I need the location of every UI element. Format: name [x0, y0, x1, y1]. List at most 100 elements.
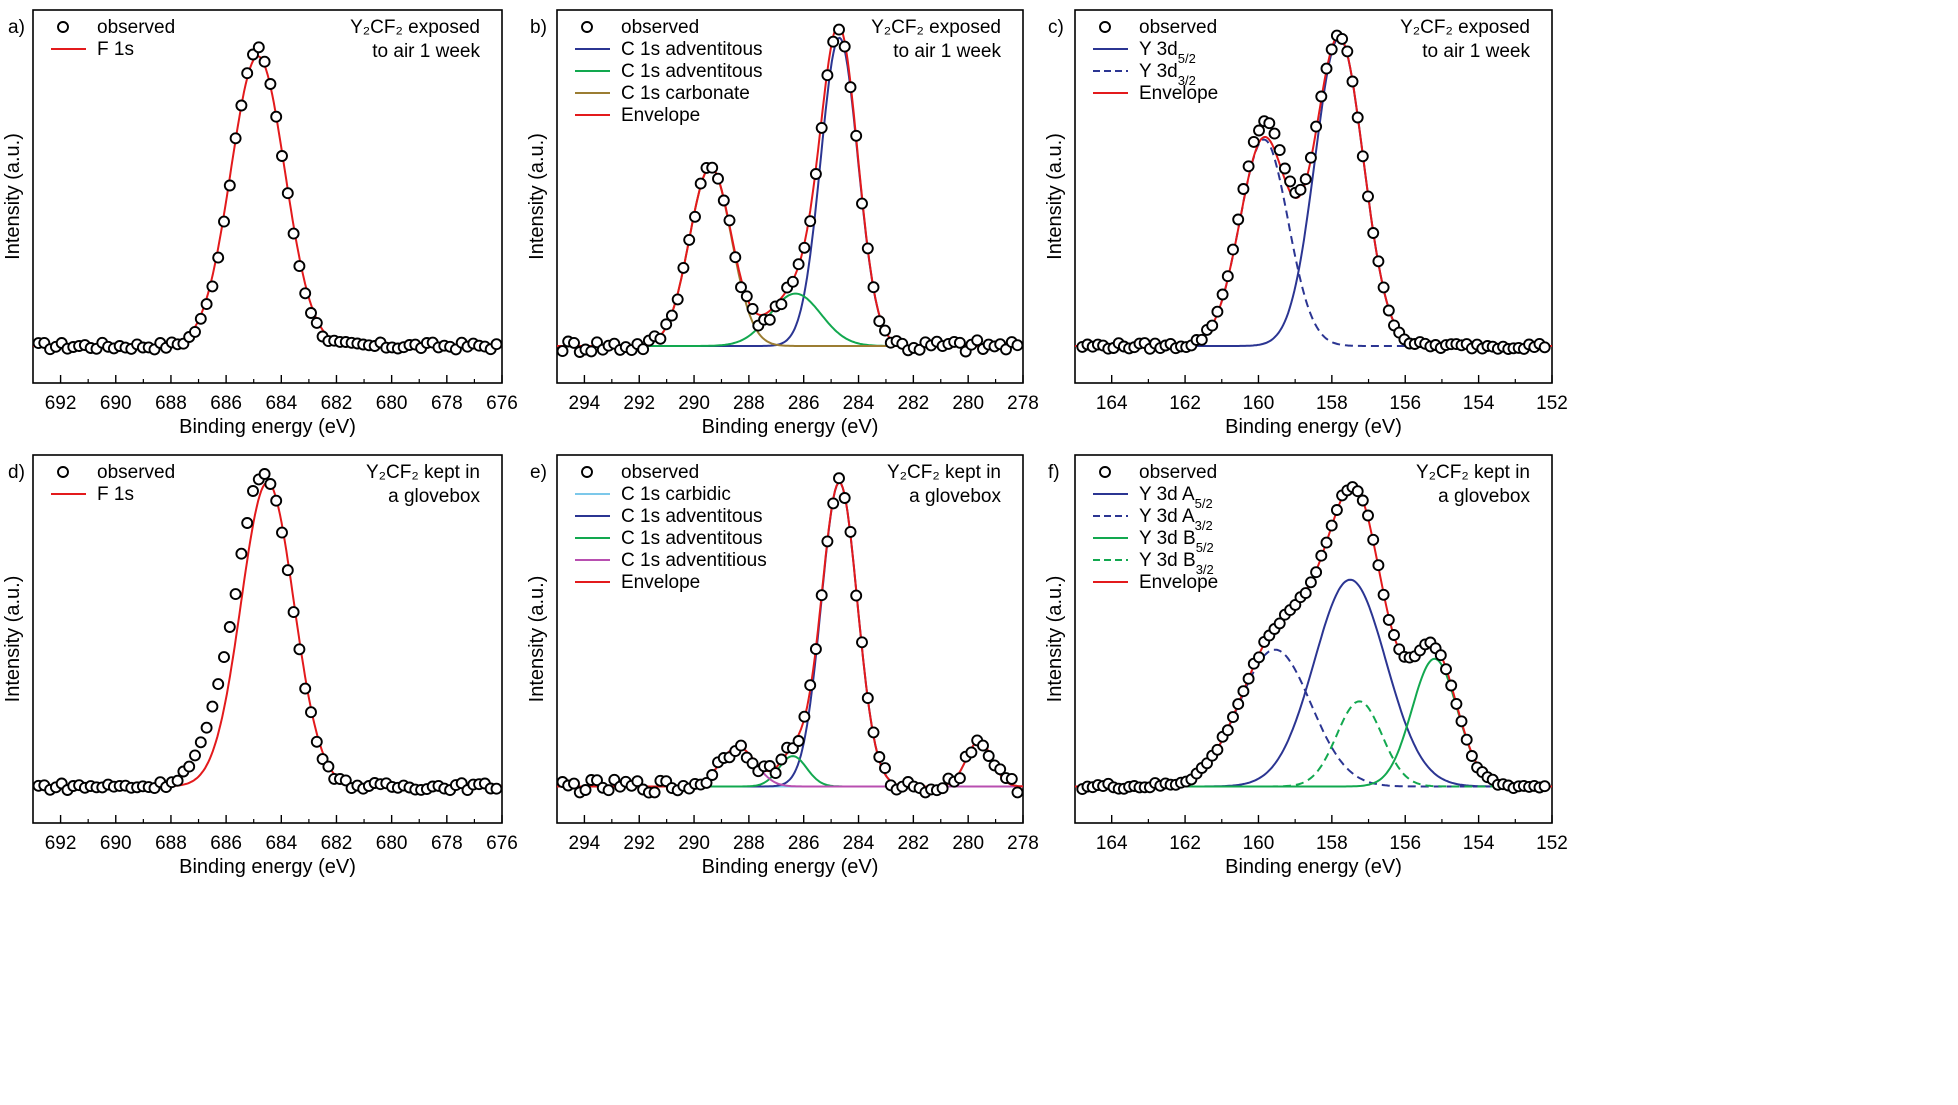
- panel-annotation: to air 1 week: [893, 41, 1001, 62]
- panel-annotation: Y₂CF₂ kept in: [887, 462, 1001, 483]
- observed-point: [1195, 333, 1208, 346]
- observed-point: [212, 251, 225, 264]
- panel-4: 692 690 688 686 684 682 680 678 676 Binding energ…: [2, 454, 518, 878]
- observed-point: [654, 332, 667, 345]
- observed-point: [913, 343, 926, 356]
- observed-point: [557, 345, 569, 358]
- x-tick-label: 154: [1463, 393, 1495, 414]
- observed-point: [735, 281, 747, 294]
- observed-point: [809, 643, 822, 656]
- observed-point: [706, 161, 719, 174]
- observed-point: [677, 261, 690, 274]
- observed-point: [792, 258, 805, 271]
- panel-annotation: to air 1 week: [372, 41, 480, 62]
- observed-point: [305, 307, 317, 319]
- observed-point: [310, 316, 323, 329]
- observed-point: [1356, 494, 1369, 507]
- plot-area: [1075, 29, 1552, 355]
- legend-label: C 1s carbonate: [621, 83, 750, 104]
- observed-point: [212, 678, 225, 691]
- observed-point: [241, 517, 254, 529]
- legend-label: C 1s adventitous: [621, 39, 763, 60]
- observed-point: [850, 129, 863, 142]
- panel-annotation: Y₂CF₂ exposed: [871, 17, 1001, 38]
- observed-point: [218, 651, 230, 664]
- x-tick-label: 284: [843, 393, 875, 414]
- x-tick-label: 294: [569, 833, 601, 854]
- observed-point: [194, 736, 207, 749]
- observed-point: [1372, 559, 1385, 572]
- observed-point: [1315, 90, 1328, 103]
- x-tick-label: 690: [100, 833, 132, 854]
- observed-point: [1221, 270, 1234, 283]
- observed-point: [1005, 772, 1018, 785]
- observed-point: [1237, 183, 1250, 195]
- observed-point: [827, 497, 840, 510]
- observed-point: [729, 251, 742, 264]
- x-tick-label: 292: [623, 393, 655, 414]
- observed-point: [281, 564, 294, 577]
- x-tick-label: 686: [210, 393, 242, 414]
- observed-point: [1253, 124, 1265, 137]
- observed-point: [873, 751, 886, 763]
- observed-point: [953, 336, 966, 349]
- x-tick-label: 288: [733, 833, 765, 854]
- panel-letter: a): [8, 17, 25, 38]
- observed-point: [490, 338, 502, 351]
- panel-5: 294 292 290 288 286 284 282 280 278 Binding energ…: [526, 454, 1039, 878]
- observed-point: [1216, 288, 1229, 301]
- observed-point: [798, 241, 811, 254]
- x-axis-label: Binding energy (eV): [702, 856, 879, 878]
- x-tick-label: 158: [1316, 393, 1348, 414]
- plot-frame: [556, 9, 1024, 384]
- observed-point: [861, 692, 874, 705]
- legend-marker-observed: [581, 466, 593, 478]
- observed-point: [276, 526, 288, 539]
- observed-point: [700, 776, 713, 789]
- observed-point: [235, 547, 248, 560]
- observed-point: [229, 132, 242, 145]
- observed-point: [1242, 672, 1255, 685]
- x-tick-label: 678: [431, 393, 463, 414]
- legend-label: Envelope: [1139, 83, 1218, 104]
- observed-point: [194, 312, 207, 325]
- panel-2: 294 292 290 288 286 284 282 280 278 Binding energ…: [526, 9, 1039, 438]
- panel-annotation: Y₂CF₂ exposed: [350, 17, 480, 38]
- panel-annotation: Y₂CF₂ exposed: [1400, 17, 1530, 38]
- x-tick-label: 154: [1463, 833, 1495, 854]
- x-tick-label: 164: [1096, 833, 1128, 854]
- observed-point: [833, 23, 845, 36]
- x-tick-label: 684: [265, 833, 297, 854]
- x-tick-label: 156: [1389, 833, 1421, 854]
- observed-point: [867, 281, 880, 294]
- observed-point: [200, 298, 213, 311]
- observed-point: [1325, 519, 1338, 532]
- observed-point: [1460, 733, 1473, 746]
- observed-point: [1346, 75, 1359, 88]
- observed-point: [1382, 304, 1395, 317]
- observed-point: [293, 643, 306, 656]
- legend-label: Envelope: [621, 105, 700, 126]
- observed-point: [1434, 649, 1447, 662]
- legend-marker-observed: [1099, 21, 1111, 33]
- legend-label: Envelope: [621, 572, 700, 593]
- plot-frame: [556, 454, 1024, 824]
- x-tick-label: 158: [1316, 833, 1348, 854]
- x-tick-label: 680: [376, 393, 408, 414]
- x-axis-label: Binding energy (eV): [179, 416, 356, 438]
- y-axis-label: Intensity (a.u.): [2, 133, 24, 260]
- observed-point: [1310, 566, 1323, 579]
- observed-point: [723, 214, 736, 227]
- observed-point: [1206, 319, 1219, 332]
- x-tick-label: 162: [1169, 393, 1201, 414]
- panel-annotation: a glovebox: [909, 486, 1001, 507]
- x-tick-label: 286: [788, 393, 820, 414]
- x-tick-label: 676: [486, 833, 518, 854]
- x-tick-label: 680: [376, 833, 408, 854]
- observed-point: [683, 233, 696, 246]
- observed-point: [1315, 549, 1328, 562]
- observed-point: [769, 767, 782, 780]
- observed-point: [856, 636, 868, 649]
